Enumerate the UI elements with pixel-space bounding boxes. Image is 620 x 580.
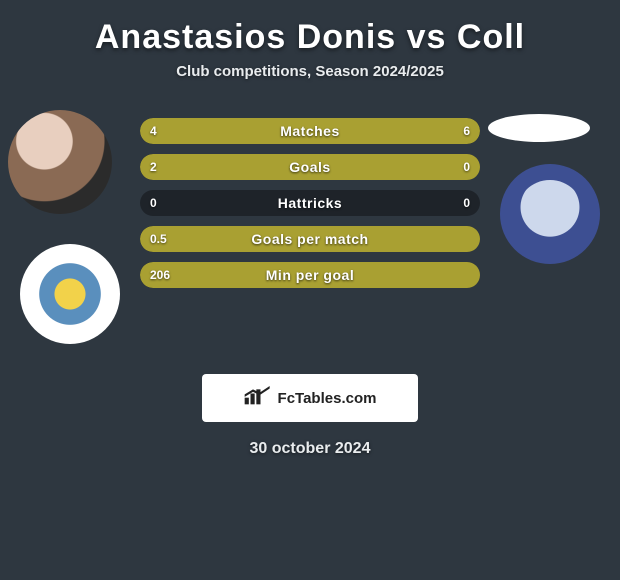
comparison-stage: 46Matches 20Goals 00Hattricks 0.5Goals per … [0, 104, 620, 364]
player-left-avatar [8, 110, 112, 214]
subtitle: Club competitions, Season 2024/2025 [0, 63, 620, 104]
team-right-crest [500, 164, 600, 264]
watermark: FcTables.com [202, 374, 418, 422]
stat-label: Min per goal [140, 262, 480, 288]
stat-label: Matches [140, 118, 480, 144]
stat-row: 206Min per goal [140, 262, 480, 288]
stat-row: 46Matches [140, 118, 480, 144]
stat-bars: 46Matches 20Goals 00Hattricks 0.5Goals per … [140, 108, 480, 298]
stat-label: Goals per match [140, 226, 480, 252]
player-right-placeholder [488, 114, 590, 142]
stat-label: Hattricks [140, 190, 480, 216]
date: 30 october 2024 [0, 440, 620, 458]
chart-icon [244, 386, 272, 410]
team-left-crest [20, 244, 120, 344]
title: Anastasios Donis vs Coll [0, 0, 620, 63]
stat-row: 0.5Goals per match [140, 226, 480, 252]
stat-row: 20Goals [140, 154, 480, 180]
stat-label: Goals [140, 154, 480, 180]
watermark-text: FcTables.com [278, 390, 377, 407]
stat-row: 00Hattricks [140, 190, 480, 216]
